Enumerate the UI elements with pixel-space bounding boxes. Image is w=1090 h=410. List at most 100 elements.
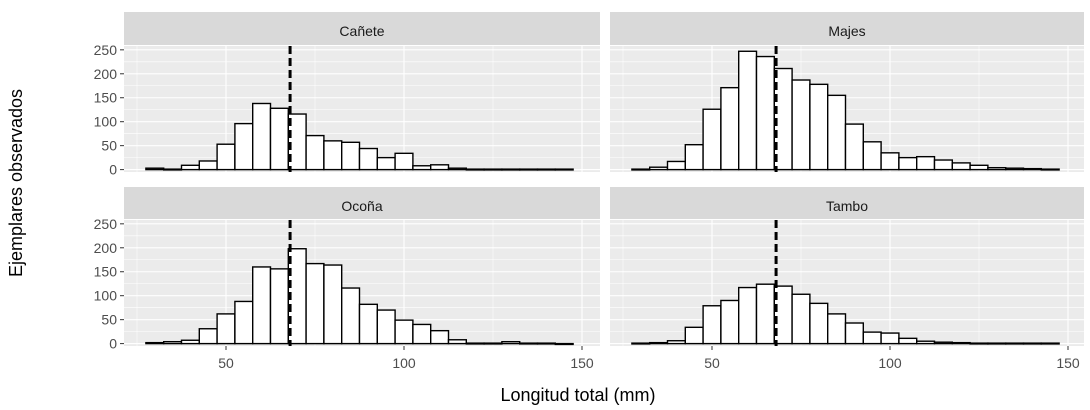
histogram-bar (501, 340, 521, 345)
histogram-bar (987, 166, 1007, 171)
histogram-bar (898, 337, 918, 345)
histogram-bar (791, 293, 811, 345)
x-tick-label: 100 (878, 355, 902, 371)
histogram-bar (251, 102, 272, 171)
histogram-bar (1005, 167, 1025, 171)
histogram-bar (269, 268, 289, 345)
x-axis-title: Longitud total (mm) (500, 385, 655, 405)
histogram-bar (738, 50, 758, 171)
histogram-bar (430, 164, 450, 171)
histogram-bar (198, 328, 218, 345)
y-tick-label: 250 (94, 42, 118, 58)
histogram-bar (519, 168, 539, 171)
histogram-bar (323, 264, 343, 345)
histogram-bar (430, 329, 450, 345)
histogram-bar (394, 152, 414, 171)
facet-strip-label: Tambo (826, 198, 868, 214)
histogram-bar (376, 156, 396, 171)
histogram-bar (880, 332, 900, 345)
histogram-bar (1040, 168, 1060, 171)
y-tick-label: 0 (109, 336, 117, 352)
facet-panels: Cañete 0 50 100 150 200 250 Majes Ocoña 0 50 100 150… (94, 12, 1084, 371)
y-axis-title: Ejemplares observados (6, 89, 26, 277)
facet-panel: Ocoña 0 50 100 150 200 250 50 100 150 (94, 187, 600, 371)
histogram-bar (631, 342, 651, 345)
y-tick-label: 100 (94, 288, 118, 304)
histogram-bar (358, 303, 378, 345)
histogram-bar (145, 167, 165, 171)
y-tick-label: 200 (94, 240, 118, 256)
facet-panel: Majes (610, 12, 1084, 172)
histogram-bar (554, 342, 574, 346)
y-tick-label: 50 (101, 138, 117, 154)
histogram-bar (987, 342, 1007, 345)
histogram-bar (376, 309, 396, 345)
histogram-bar (234, 300, 254, 345)
histogram-bar (809, 302, 829, 345)
facet-strip (610, 187, 1084, 219)
histogram-bar (933, 159, 953, 171)
histogram-bar (536, 342, 556, 345)
histogram-bar (755, 55, 775, 171)
histogram-bar (666, 340, 686, 345)
y-tick-label: 50 (101, 312, 117, 328)
facet-strip-label: Majes (828, 23, 865, 39)
histogram-bar (501, 168, 521, 171)
histogram-bar (162, 168, 183, 171)
histogram-bar (844, 123, 864, 171)
histogram-bar (702, 305, 722, 345)
y-tick-label: 150 (94, 264, 118, 280)
histogram-bar (554, 168, 574, 171)
x-tick-label: 150 (570, 355, 594, 371)
histogram-bar (916, 155, 936, 171)
histogram-bar (862, 331, 882, 345)
histogram-bar (162, 340, 183, 345)
histogram-bar (844, 322, 864, 345)
histogram-bar (880, 152, 900, 171)
histogram-bar (1005, 342, 1025, 345)
facet-strip (124, 187, 600, 219)
y-tick-label: 100 (94, 114, 118, 130)
histogram-bar (755, 283, 775, 345)
histogram-bar (180, 164, 200, 171)
histogram-bar (649, 166, 669, 171)
histogram-bar (305, 262, 325, 345)
histogram-bar (251, 266, 272, 345)
histogram-bar (969, 164, 989, 171)
x-tick-label: 50 (218, 355, 234, 371)
histogram-bar (791, 79, 811, 171)
histogram-bar (145, 341, 165, 345)
histogram-bar (447, 339, 467, 345)
histogram-bar (898, 156, 918, 171)
histogram-bar (483, 168, 503, 171)
histogram-bar (465, 342, 485, 345)
y-tick-label: 250 (94, 216, 118, 232)
histogram-bar (412, 165, 432, 171)
facet-panel: Tambo 50 100 150 (610, 187, 1084, 371)
histogram-bar (827, 94, 847, 171)
x-tick-label: 100 (392, 355, 416, 371)
histogram-bar (180, 339, 200, 345)
histogram-bar (951, 162, 971, 171)
facet-strip-label: Cañete (339, 23, 384, 39)
histogram-bar (216, 143, 236, 171)
histogram-bar (1022, 342, 1042, 345)
histogram-bar (465, 168, 485, 171)
histogram-bar (341, 287, 361, 345)
histogram-bar (862, 141, 882, 171)
y-tick-label: 0 (109, 162, 117, 178)
histogram-bar (323, 140, 343, 171)
histogram-bar (394, 319, 414, 345)
histogram-bar (666, 160, 686, 171)
histogram-bar (519, 342, 539, 345)
histogram-bar (198, 160, 218, 171)
histogram-bar (951, 341, 971, 345)
histogram-bar (738, 286, 758, 345)
histogram-bar (341, 141, 361, 171)
facet-strip (124, 12, 600, 45)
histogram-bar (1022, 167, 1042, 171)
histogram-bar (649, 341, 669, 345)
histogram-bar (447, 167, 467, 171)
histogram-bar (684, 326, 704, 345)
